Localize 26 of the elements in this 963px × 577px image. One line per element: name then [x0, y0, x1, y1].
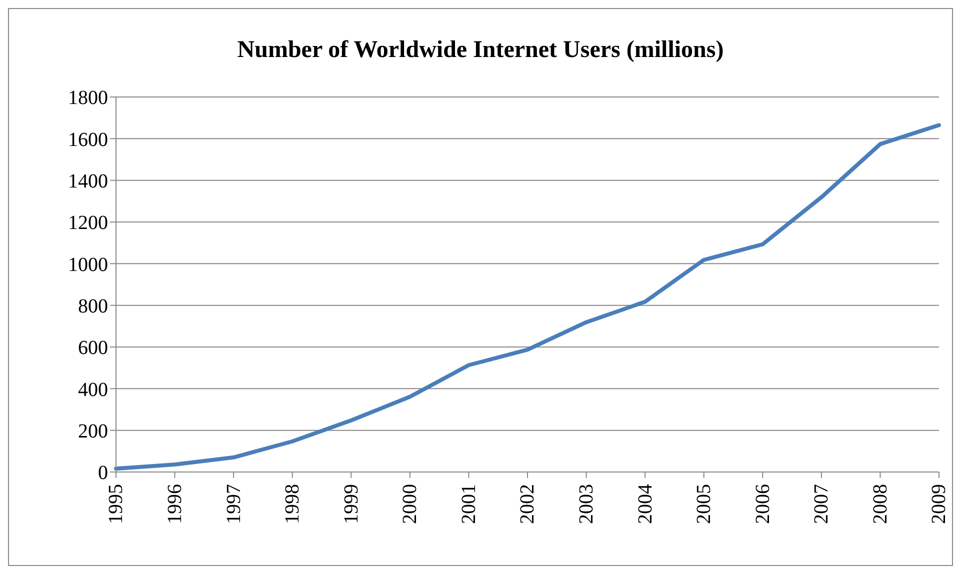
y-tick-label: 200 [78, 420, 108, 442]
y-tick-label: 400 [78, 378, 108, 401]
x-tick-label: 2004 [634, 484, 656, 524]
x-tick-label: 2006 [752, 484, 774, 524]
x-tick-label: 1998 [282, 484, 304, 524]
x-tick-label: 2001 [458, 484, 480, 524]
x-tick-label: 2009 [928, 484, 950, 524]
x-tick-label: 2000 [399, 484, 422, 524]
y-tick-label: 1200 [68, 212, 108, 234]
x-tick-label: 2007 [810, 484, 833, 524]
x-tick-label: 2002 [516, 484, 539, 524]
y-tick-label: 1800 [68, 87, 108, 110]
x-tick-label: 2008 [869, 484, 892, 524]
y-tick-label: 1000 [68, 254, 108, 276]
x-tick-label: 2005 [693, 484, 716, 524]
x-tick-label: 2003 [575, 484, 598, 524]
x-tick-label: 1999 [340, 484, 362, 524]
y-tick-label: 800 [78, 295, 108, 318]
x-tick-label: 1997 [222, 484, 245, 524]
chart-title: Number of Worldwide Internet Users (millions) [236, 37, 725, 64]
y-tick-label: 1400 [68, 170, 108, 192]
y-tick-label: 1600 [68, 128, 108, 151]
y-tick-label: 600 [78, 337, 108, 360]
x-tick-label: 1996 [164, 484, 186, 524]
x-tick-label: 1995 [105, 484, 128, 524]
y-tick-label: 0 [98, 462, 108, 484]
